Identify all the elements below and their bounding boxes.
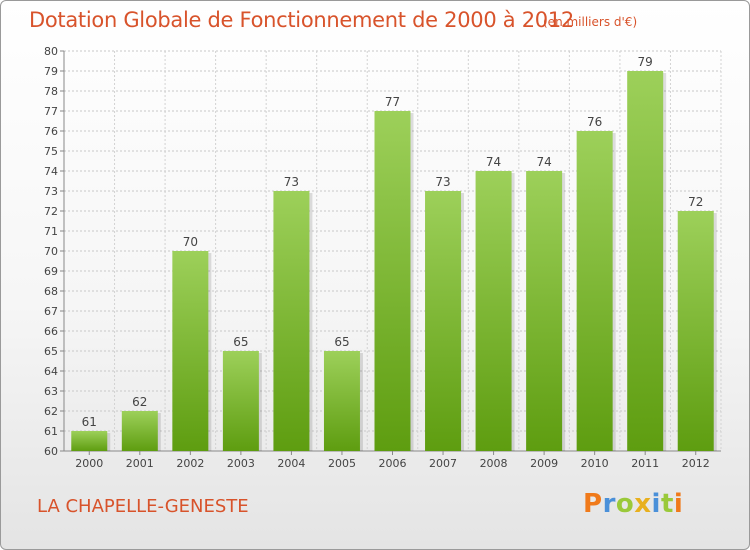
data-label-2000: 61 [82,415,97,429]
data-label-2012: 72 [688,195,703,209]
bar-2008 [475,171,512,451]
x-tick-label-2011: 2011 [631,457,659,470]
data-label-2003: 65 [233,335,248,349]
bar-2007 [425,191,462,451]
data-label-2002: 70 [183,235,198,249]
proxiti-logo: Proxiti [583,489,683,519]
labels: 60 61 62 63 64 65 66 67 68 69 70 71 72 73 74 75 76 77 78 79… [44,45,710,470]
data-label-2001: 62 [132,395,147,409]
bar-2009 [526,171,563,451]
x-tick-label-2000: 2000 [75,457,103,470]
y-tick-label: 72 [44,205,58,218]
logo-letter: i [651,489,661,519]
data-label-2011: 79 [638,55,653,69]
y-tick-label: 64 [44,365,58,378]
y-tick-label: 77 [44,105,58,118]
bar-2010 [576,131,613,451]
data-label-2009: 74 [536,155,551,169]
y-tick-label: 69 [44,265,58,278]
y-tick-label: 63 [44,385,58,398]
chart-subtitle: (en milliers d'€) [543,15,638,29]
y-tick-label: 73 [44,185,58,198]
logo-letter: o [615,489,635,519]
x-tick-label-2008: 2008 [480,457,508,470]
bar-2001 [121,411,158,451]
logo-letter: r [602,489,616,519]
y-tick-label: 66 [44,325,58,338]
chart-title: Dotation Globale de Fonctionnement de 20… [29,8,574,32]
data-label-2007: 73 [435,175,450,189]
data-label-2010: 76 [587,115,602,129]
bar-2002 [172,251,209,451]
y-tick-label: 75 [44,145,58,158]
x-tick-label-2005: 2005 [328,457,356,470]
commune-name: LA CHAPELLE-GENESTE [37,496,249,517]
logo-letter: i [673,489,684,519]
x-tick-label-2012: 2012 [682,457,710,470]
logo-letter: P [583,489,603,519]
bar-2012 [677,211,714,451]
bar-2000 [71,431,108,451]
data-label-2005: 65 [334,335,349,349]
data-label-2006: 77 [385,95,400,109]
x-tick-label-2003: 2003 [227,457,255,470]
data-label-2008: 74 [486,155,501,169]
y-tick-label: 70 [44,245,58,258]
x-tick-label-2004: 2004 [277,457,305,470]
y-tick-label: 67 [44,305,58,318]
y-tick-label: 65 [44,345,58,358]
y-tick-label: 76 [44,125,58,138]
data-label-2004: 73 [284,175,299,189]
x-tick-label-2010: 2010 [581,457,609,470]
bar-2003 [222,351,259,451]
y-tick-label: 79 [44,65,58,78]
x-tick-label-2002: 2002 [176,457,204,470]
y-tick-label: 74 [44,165,58,178]
y-tick-label: 68 [44,285,58,298]
bar-2011 [627,71,664,451]
y-tick-label: 61 [44,425,58,438]
y-tick-label: 60 [44,445,58,458]
x-tick-label-2007: 2007 [429,457,457,470]
y-tick-label: 62 [44,405,58,418]
logo-letter: t [660,489,674,519]
y-tick-label: 78 [44,85,58,98]
bar-2004 [273,191,310,451]
logo-letter: x [634,489,652,519]
bar-2006 [374,111,411,451]
bar-2005 [323,351,360,451]
x-tick-label-2001: 2001 [126,457,154,470]
bars [71,71,717,451]
x-tick-label-2009: 2009 [530,457,558,470]
y-tick-label: 71 [44,225,58,238]
y-tick-label: 80 [44,45,58,58]
x-tick-label-2006: 2006 [379,457,407,470]
